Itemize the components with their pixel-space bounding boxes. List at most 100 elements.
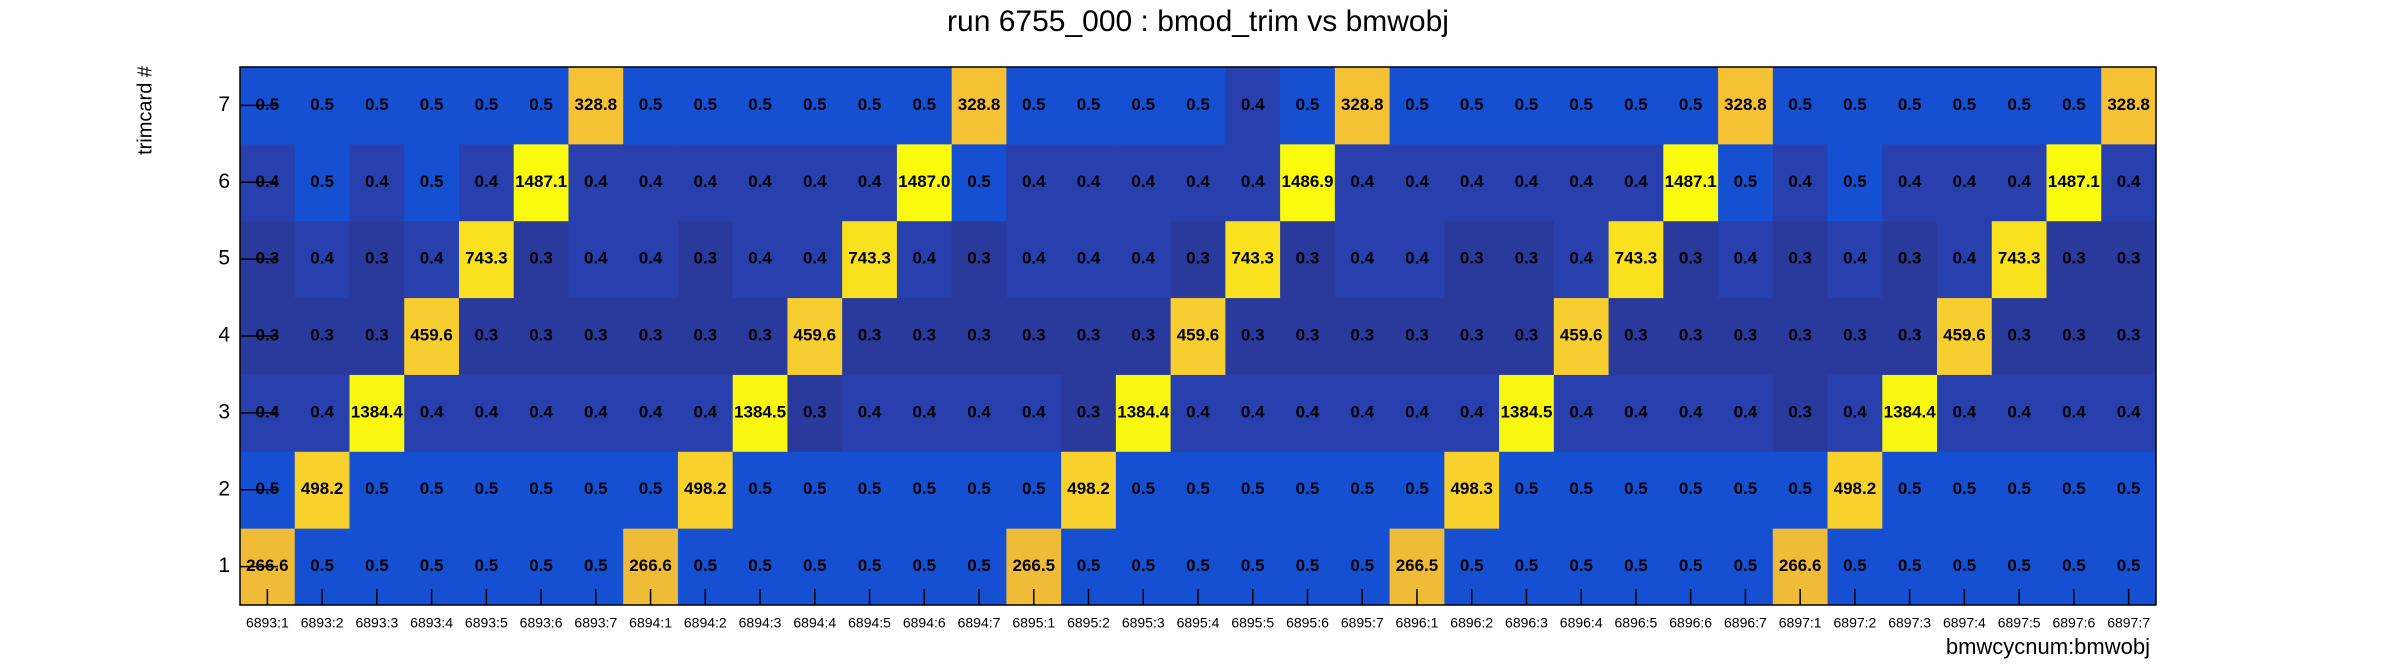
- cell: [2046, 143, 2102, 222]
- cell: [1280, 67, 1336, 145]
- cell-label: 0.3: [1077, 402, 1101, 421]
- cell: [1389, 374, 1445, 452]
- cell: [1608, 67, 1664, 145]
- cell: [1061, 374, 1117, 452]
- cell: [1444, 67, 1500, 145]
- cell: [349, 67, 405, 145]
- cell: [951, 451, 1007, 529]
- cell: [896, 297, 953, 375]
- cell-label: 0.4: [1131, 172, 1155, 191]
- cell-label: 0.3: [1460, 325, 1484, 344]
- cell: [623, 374, 679, 452]
- cell: [458, 220, 515, 299]
- cell-label: 0.3: [1022, 325, 1046, 344]
- cell: [623, 220, 679, 299]
- cell: [404, 297, 460, 375]
- cell: [1608, 220, 1664, 299]
- cell-label: 0.5: [858, 479, 882, 498]
- cell: [1225, 220, 1281, 299]
- cell: [2046, 374, 2102, 452]
- cell-label: 0.5: [693, 556, 717, 575]
- cell-label: 743.3: [1615, 249, 1658, 268]
- cell-label: 0.5: [1405, 479, 1429, 498]
- cell: [1389, 143, 1445, 222]
- cell: [458, 67, 515, 145]
- cell-label: 498.2: [301, 479, 344, 498]
- x-tick-label: 6895:6: [1286, 615, 1329, 631]
- cell-label: 0.5: [967, 172, 991, 191]
- cell-label: 0.5: [1022, 479, 1046, 498]
- cell: [1006, 220, 1062, 299]
- x-tick-label: 6896:6: [1669, 615, 1712, 631]
- cell-label: 0.3: [1460, 249, 1484, 268]
- cell-label: 328.8: [958, 95, 1001, 114]
- cell-label: 0.5: [475, 479, 499, 498]
- y-tick-label: 5: [218, 247, 230, 270]
- cell-label: 0.4: [2007, 402, 2031, 421]
- cell: [951, 67, 1007, 145]
- cell: [294, 67, 350, 145]
- cell-label: 0.4: [1624, 172, 1648, 191]
- cell-label: 0.3: [639, 325, 663, 344]
- cell-label: 0.3: [2117, 249, 2141, 268]
- cell-label: 0.5: [475, 556, 499, 575]
- cell-label: 1486.9: [1281, 172, 1333, 191]
- cell: [1499, 67, 1555, 145]
- cell-label: 0.4: [1241, 95, 1265, 114]
- cell-label: 459.6: [794, 325, 837, 344]
- cell-label: 0.3: [912, 325, 936, 344]
- cell: [513, 67, 569, 145]
- chart-title: run 6755_000 : bmod_trim vs bmwobj: [947, 5, 1449, 38]
- cell: [1006, 143, 1062, 222]
- cell-label: 0.5: [1296, 479, 1320, 498]
- x-tick-label: 6897:7: [2107, 615, 2150, 631]
- cell: [1937, 451, 1993, 529]
- cell-label: 0.4: [1186, 402, 1210, 421]
- cell-label: 0.5: [1734, 556, 1758, 575]
- x-tick-label: 6893:3: [355, 615, 398, 631]
- cell-label: 0.5: [1788, 479, 1812, 498]
- cell: [1553, 451, 1610, 529]
- cell: [677, 143, 734, 222]
- cell-label: 0.4: [1734, 402, 1758, 421]
- cell-label: 0.4: [1953, 249, 1977, 268]
- cell-label: 0.3: [1077, 325, 1101, 344]
- cell: [1061, 67, 1117, 145]
- cell: [677, 374, 734, 452]
- cell: [1772, 297, 1829, 375]
- cell-label: 0.5: [1186, 95, 1210, 114]
- cell-label: 0.5: [1131, 556, 1155, 575]
- cell: [1334, 451, 1391, 529]
- cell: [951, 220, 1007, 299]
- cell: [1937, 297, 1993, 375]
- cell: [842, 374, 898, 452]
- cell: [1115, 297, 1172, 375]
- cell-label: 0.4: [1241, 402, 1265, 421]
- cell: [1170, 143, 1226, 222]
- cell: [896, 143, 953, 222]
- cell: [1061, 143, 1117, 222]
- cell-label: 0.5: [1788, 95, 1812, 114]
- cell: [568, 374, 624, 452]
- cell-label: 0.4: [1569, 402, 1593, 421]
- cell-label: 1487.1: [515, 172, 567, 191]
- cell-label: 0.3: [1898, 325, 1922, 344]
- cell: [1225, 67, 1281, 145]
- cell: [1882, 67, 1938, 145]
- cell-label: 0.5: [1843, 172, 1867, 191]
- cell: [1115, 374, 1172, 452]
- cell-label: 0.3: [2007, 325, 2031, 344]
- cell: [1444, 220, 1500, 299]
- cell-label: 0.3: [1679, 325, 1703, 344]
- cell-label: 0.4: [1460, 402, 1484, 421]
- cell-label: 0.4: [2117, 402, 2141, 421]
- cell: [896, 220, 953, 299]
- cell-label: 0.5: [1734, 172, 1758, 191]
- cell-label: 0.4: [858, 172, 882, 191]
- cell-label: 0.3: [1296, 325, 1320, 344]
- cell: [404, 220, 460, 299]
- cell: [1389, 67, 1445, 145]
- cell: [404, 143, 460, 222]
- cell-label: 0.3: [256, 325, 280, 344]
- cell: [842, 67, 898, 145]
